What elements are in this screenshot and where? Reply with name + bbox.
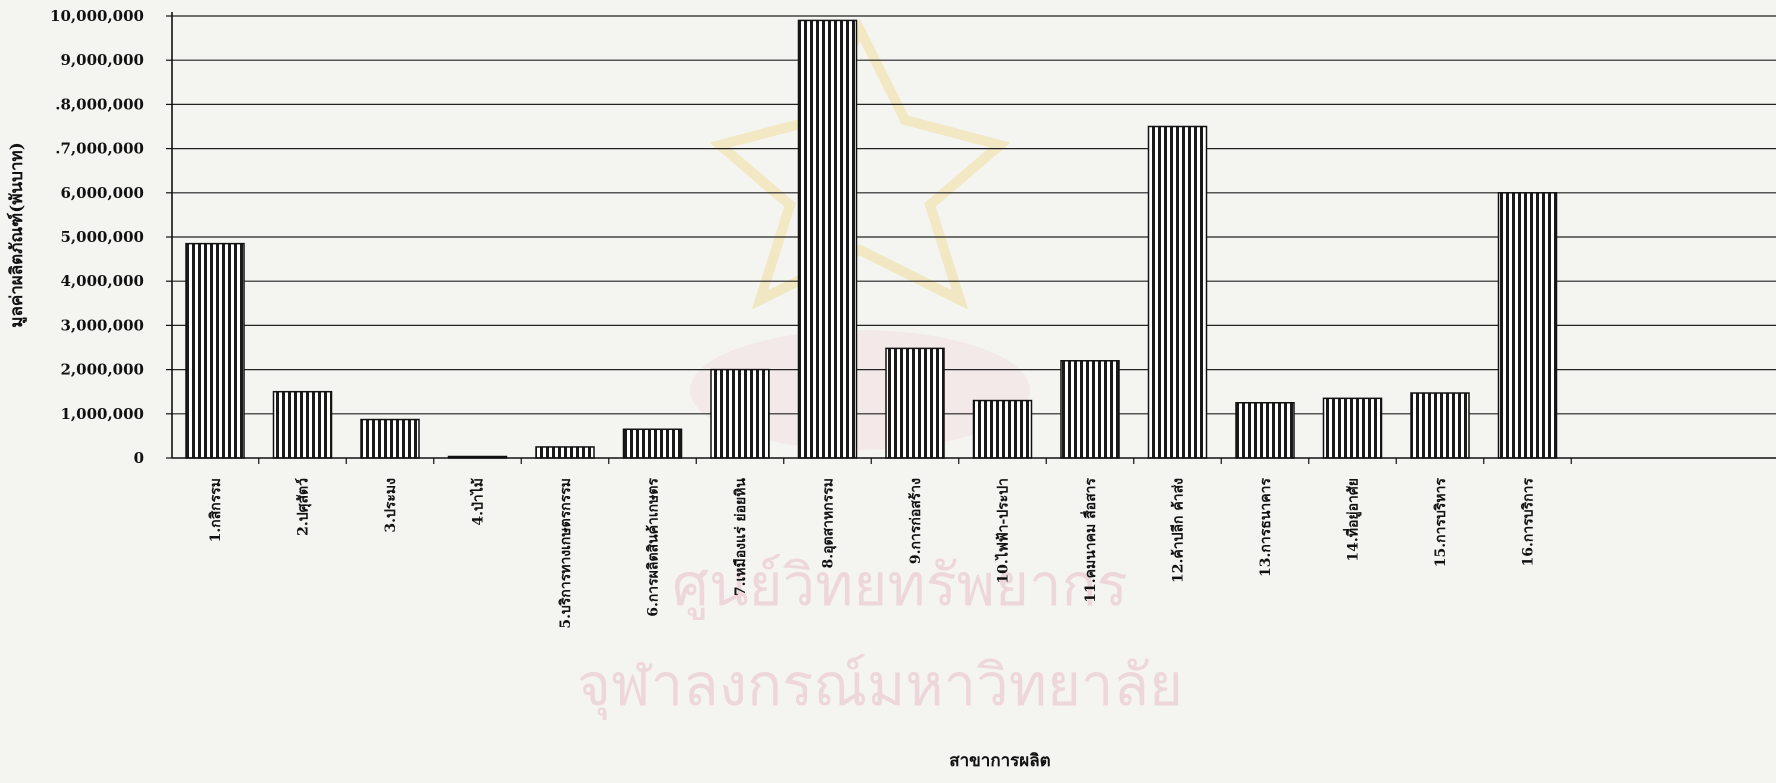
bar — [1060, 360, 1120, 459]
x-tick-label: 16.การบริการ — [1521, 478, 1537, 567]
bar — [272, 390, 333, 459]
y-tick-label: 9,000,000 — [60, 51, 144, 69]
watermark-line-1: ศูนย์วิทยทรัพยากร — [672, 551, 1128, 620]
x-tick-label: 12.ค้าปลีก ค้าส่ง — [1171, 478, 1187, 583]
bar — [972, 399, 1033, 459]
bar — [622, 428, 683, 459]
bar — [1147, 125, 1208, 459]
bar — [710, 368, 770, 459]
y-tick-label: 2,000,000 — [60, 361, 144, 379]
x-tick-label: 3.ประมง — [383, 478, 399, 533]
axes — [171, 12, 1776, 459]
x-tick-label: 4.ป่าไม้ — [469, 478, 487, 526]
y-tick-label: 6,000,000 — [60, 184, 144, 202]
bar — [360, 418, 420, 459]
x-tick-label: 10.ไฟฟ้า-ประปา — [994, 478, 1012, 584]
x-tick-label: 9.การก่อสร้าง — [908, 478, 924, 564]
x-tick-label: 7.เหมืองแร่ ย่อยหิน — [733, 478, 749, 597]
x-tick-labels: 1.กสิกรรม 2.ปศุสัตว์ 3.ประมง 4.ป่าไม้ 5.บริก… — [208, 458, 1572, 629]
x-axis-title: สาขาการผลิต — [949, 751, 1050, 771]
bar — [797, 19, 858, 459]
bar — [1235, 402, 1295, 459]
y-tick-labels: 0 1,000,000 2,000,000 3,000,000 4,000,000 5,0… — [50, 7, 172, 467]
y-tick-label: 3,000,000 — [60, 316, 144, 334]
y-tick-label: .8,000,000 — [55, 95, 144, 113]
y-tick-label: 10,000,000 — [50, 7, 144, 25]
bar — [185, 242, 245, 459]
x-tick-label: 6.การผลิตสินค้าเกษตร — [646, 478, 662, 617]
bar — [1322, 397, 1383, 459]
bar — [885, 347, 945, 459]
y-tick-label: 5,000,000 — [60, 228, 144, 246]
bars — [185, 19, 1558, 459]
x-tick-label: 8.อุตสาหกรรม — [821, 478, 837, 569]
y-axis-title: มูลค่าผลิตภัณฑ์(พันบาท) — [6, 142, 28, 328]
x-tick-label: 15.การบริหาร — [1433, 478, 1449, 568]
watermark-line-2: จุฬาลงกรณ์มหาวิทยาลัย — [577, 651, 1183, 721]
x-tick-label: 2.ปศุสัตว์ — [295, 478, 312, 536]
x-tick-label: 5.บริการทางเกษตรกรรม — [558, 478, 574, 629]
bar — [535, 446, 595, 459]
y-tick-label: .7,000,000 — [55, 140, 144, 158]
y-tick-label: 1,000,000 — [60, 405, 144, 423]
x-tick-label: 13.การธนาคาร — [1258, 478, 1274, 577]
x-tick-label: 1.กสิกรรม — [208, 478, 224, 542]
bar — [1410, 392, 1470, 459]
x-tick-label: 14.ที่อยู่อาศัย — [1343, 478, 1362, 562]
x-tick-label: 11.คมนาคม สื่อสาร — [1080, 478, 1099, 603]
bar — [1497, 192, 1558, 459]
y-tick-label: 4,000,000 — [60, 272, 144, 290]
university-seal-watermark — [690, 18, 1030, 450]
y-tick-label: 0 — [134, 449, 144, 467]
